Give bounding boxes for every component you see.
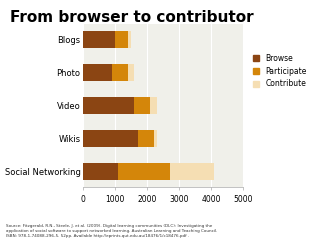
Bar	[154, 130, 157, 147]
Legend: Browse, Participate, Contribute: Browse, Participate, Contribute	[252, 52, 308, 90]
Bar	[112, 64, 128, 81]
Bar	[83, 97, 134, 114]
Bar	[83, 130, 138, 147]
Text: Source: Fitzgerald, R.N., Steele, J. et al. (2009). Digital learning communities: Source: Fitzgerald, R.N., Steele, J. et …	[6, 224, 218, 238]
Bar	[128, 31, 131, 48]
Bar	[83, 31, 115, 48]
Bar	[118, 163, 170, 180]
Text: From browser to contributor: From browser to contributor	[10, 10, 253, 25]
Bar	[150, 97, 157, 114]
Bar	[170, 163, 214, 180]
Bar	[83, 163, 118, 180]
Bar	[83, 64, 112, 81]
Bar	[128, 64, 134, 81]
Bar	[138, 130, 154, 147]
Bar	[134, 97, 150, 114]
Bar	[115, 31, 128, 48]
